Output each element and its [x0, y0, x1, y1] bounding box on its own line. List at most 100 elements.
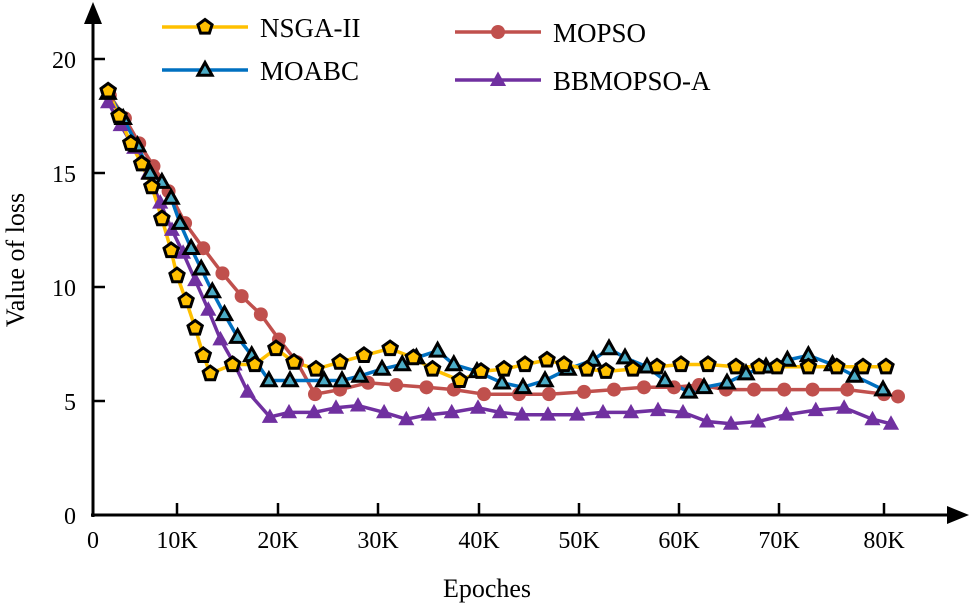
data-point-bbmopso-a: [376, 403, 393, 419]
data-point-bbmopso-a: [398, 410, 415, 426]
y-tick-label: 10: [52, 276, 76, 302]
data-point-bbmopso-a: [100, 93, 117, 109]
data-point-moabc: [655, 369, 675, 388]
legend-label: MOPSO: [553, 18, 646, 48]
legend-label: MOABC: [260, 56, 359, 86]
data-point-nsga-ii: [877, 357, 895, 375]
y-tick-label: 15: [52, 162, 76, 188]
data-point-moabc: [332, 369, 352, 388]
data-point-nsga-ii: [245, 355, 264, 373]
legend-marker-mopso-icon: [491, 25, 505, 39]
data-point-mopso: [891, 389, 905, 404]
data-point-moabc: [280, 369, 300, 388]
data-point-nsga-ii: [450, 371, 469, 388]
data-point-moabc: [736, 363, 756, 381]
x-tick-label: 60K: [658, 528, 700, 554]
data-point-moabc: [372, 358, 392, 376]
x-tick-label: 30K: [357, 528, 399, 554]
y-tick-label: 20: [52, 48, 76, 74]
data-point-bbmopso-a: [649, 401, 667, 417]
x-tick-label: 80K: [863, 528, 905, 554]
data-point-nsga-ii: [132, 154, 151, 172]
data-point-nsga-ii: [99, 81, 118, 99]
data-point-bbmopso-a: [261, 408, 278, 423]
data-point-nsga-ii: [355, 346, 373, 363]
data-point-moabc: [191, 258, 211, 276]
data-point-bbmopso-a: [622, 403, 640, 419]
data-point-moabc: [202, 281, 223, 299]
data-point-nsga-ii: [121, 134, 140, 151]
data-point-nsga-ii: [750, 357, 768, 375]
data-point-moabc: [873, 379, 893, 397]
x-tick-label: 0: [87, 528, 99, 554]
data-point-nsga-ii: [404, 348, 423, 366]
data-point-mopso: [477, 387, 491, 402]
data-point-mopso: [196, 241, 211, 256]
data-point-mopso: [542, 387, 556, 402]
data-point-nsga-ii: [186, 318, 205, 336]
data-point-moabc: [492, 372, 512, 390]
data-point-nsga-ii: [648, 357, 666, 375]
data-point-bbmopso-a: [212, 330, 229, 346]
legend-marker-moabc-icon: [195, 59, 215, 77]
data-point-bbmopso-a: [469, 399, 487, 414]
data-point-nsga-ii: [381, 339, 400, 357]
legend: NSGA-II MOABC MOPSO BBMOPSO-A: [162, 13, 711, 96]
data-point-bbmopso-a: [420, 406, 437, 421]
data-point-mopso: [747, 382, 761, 397]
series-line-nsga-ii: [106, 90, 886, 383]
data-point-nsga-ii: [699, 355, 717, 373]
data-point-bbmopso-a: [539, 406, 557, 421]
x-tick-label: 10K: [156, 528, 198, 554]
data-point-nsga-ii: [799, 357, 818, 375]
series-markers: [98, 81, 905, 430]
data-point-nsga-ii: [768, 357, 786, 375]
data-point-mopso: [840, 382, 855, 397]
data-point-moabc: [214, 303, 235, 322]
data-point-moabc: [513, 376, 533, 395]
legend-label: NSGA-II: [260, 13, 361, 43]
data-point-moabc: [350, 365, 370, 383]
legend-item-bbmopso-a: BBMOPSO-A: [455, 66, 711, 96]
data-point-mopso: [777, 382, 792, 397]
data-point-bbmopso-a: [836, 399, 853, 414]
data-point-moabc: [314, 369, 334, 388]
x-axis-title: Epoches: [443, 574, 531, 603]
x-tick-label: 20K: [257, 528, 299, 554]
data-point-moabc: [777, 349, 798, 367]
y-ticks: 0 5 10 15 20: [52, 48, 105, 530]
data-point-moabc: [679, 381, 699, 399]
data-point-bbmopso-a: [513, 406, 531, 421]
data-point-moabc: [161, 187, 181, 205]
data-point-bbmopso-a: [698, 413, 716, 428]
data-point-bbmopso-a: [443, 403, 460, 419]
data-point-nsga-ii: [578, 359, 596, 377]
legend-item-moabc: MOABC: [162, 56, 359, 86]
markers-moabc: [98, 82, 893, 399]
data-point-mopso: [234, 289, 249, 304]
data-point-moabc: [170, 212, 190, 230]
data-point-moabc: [259, 369, 279, 388]
data-point-nsga-ii: [538, 350, 556, 368]
data-point-nsga-ii: [152, 209, 171, 227]
data-point-nsga-ii: [624, 359, 642, 377]
data-point-nsga-ii: [194, 346, 213, 363]
y-axis-arrow-icon: [84, 2, 102, 24]
data-point-nsga-ii: [168, 266, 186, 284]
data-point-nsga-ii: [307, 359, 325, 377]
data-point-bbmopso-a: [722, 415, 740, 430]
data-point-nsga-ii: [331, 352, 349, 370]
data-point-bbmopso-a: [807, 401, 824, 417]
y-tick-label: 5: [64, 390, 76, 416]
data-point-bbmopso-a: [239, 383, 256, 398]
data-point-moabc: [140, 162, 160, 180]
data-point-mopso: [308, 387, 322, 402]
data-point-bbmopso-a: [594, 403, 612, 419]
data-point-nsga-ii: [472, 362, 490, 379]
x-tick-label: 70K: [758, 528, 800, 554]
data-point-nsga-ii: [285, 352, 303, 370]
data-point-nsga-ii: [854, 357, 872, 375]
data-point-moabc: [844, 365, 865, 383]
data-point-bbmopso-a: [349, 397, 367, 412]
